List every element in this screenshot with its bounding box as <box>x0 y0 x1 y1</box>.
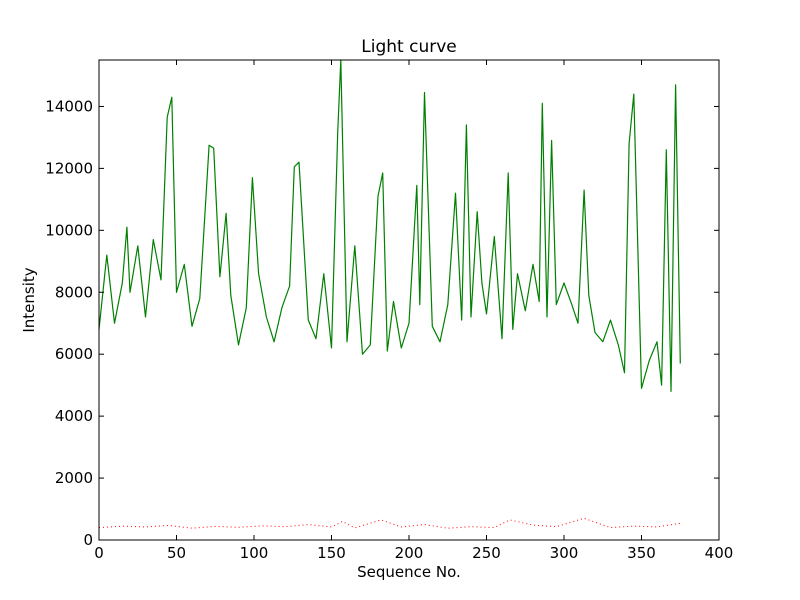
x-axis-label: Sequence No. <box>357 563 461 581</box>
x-tick-label: 200 <box>395 544 424 562</box>
x-tick-label: 300 <box>550 544 579 562</box>
x-tick-label: 350 <box>627 544 656 562</box>
plot-area: 0 50 100 150 200 250 300 350 400 0 2000 4000 6000 80… <box>45 59 733 562</box>
x-tick-label: 400 <box>705 544 734 562</box>
chart-title: Light curve <box>361 37 456 57</box>
x-tick-label: 100 <box>240 544 269 562</box>
x-tick-label: 150 <box>317 544 346 562</box>
series-1-line <box>98 59 681 392</box>
y-tick-label: 6000 <box>55 345 93 363</box>
y-axis-ticks: 0 2000 4000 6000 8000 10000 12000 14000 <box>45 97 719 549</box>
x-tick-label: 50 <box>167 544 186 562</box>
y-tick-label: 4000 <box>55 407 93 425</box>
x-axis-ticks: 0 50 100 150 200 250 300 350 400 <box>94 60 733 562</box>
y-tick-label: 2000 <box>55 469 93 487</box>
y-tick-label: 10000 <box>45 221 93 239</box>
x-tick-label: 0 <box>94 544 104 562</box>
y-tick-label: 8000 <box>55 283 93 301</box>
series-layer <box>98 59 681 529</box>
y-axis-label: Intensity <box>20 267 38 332</box>
x-tick-label: 250 <box>472 544 501 562</box>
y-tick-label: 12000 <box>45 159 93 177</box>
y-tick-label: 14000 <box>45 97 93 115</box>
y-tick-label: 0 <box>83 531 93 549</box>
